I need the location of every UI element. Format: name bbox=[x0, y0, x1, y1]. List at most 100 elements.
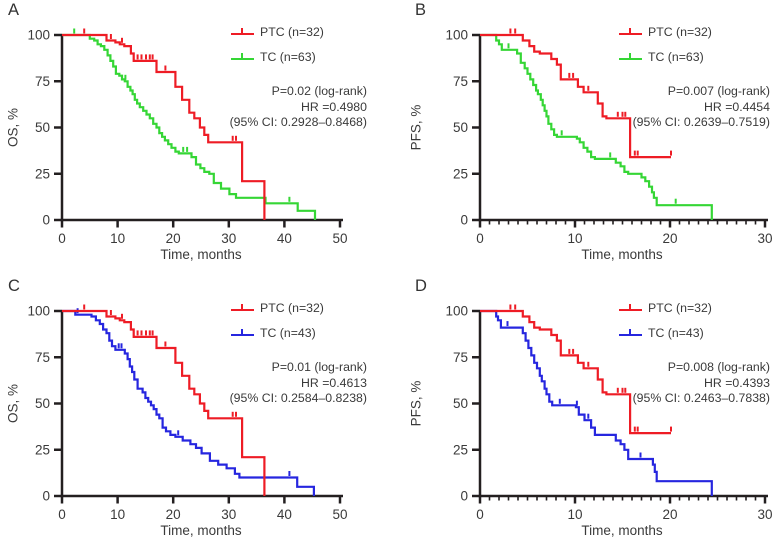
km-panel-a: 0 25 50 75 100 0 10 20 30 40 50 A OS, % PTC (n=32)… bbox=[0, 0, 388, 276]
legend-label-tc: TC (n=43) bbox=[648, 326, 704, 340]
panel-label-c: C bbox=[8, 277, 20, 295]
svg-text:75: 75 bbox=[35, 350, 50, 365]
panel-label-d: D bbox=[415, 277, 427, 295]
p-value: P=0.02 (log-rank) bbox=[271, 84, 367, 98]
svg-text:100: 100 bbox=[27, 304, 50, 319]
confidence-interval: (95% CI: 0.2463–0.7838) bbox=[632, 391, 770, 405]
confidence-interval: (95% CI: 0.2584–0.8238) bbox=[229, 391, 367, 405]
stats-annotation: P=0.01 (log-rank) HR =0.4613 (95% CI: 0.… bbox=[230, 360, 367, 407]
legend-label-ptc: PTC (n=32) bbox=[648, 301, 712, 315]
svg-text:40: 40 bbox=[277, 507, 292, 522]
svg-text:25: 25 bbox=[453, 442, 468, 457]
km-chart-c-os: 0 25 50 75 100 0 10 20 30 40 50 bbox=[27, 304, 347, 523]
svg-text:0: 0 bbox=[42, 213, 50, 228]
svg-text:20: 20 bbox=[166, 507, 181, 522]
hazard-ratio: HR =0.4454 bbox=[704, 99, 770, 114]
svg-text:30: 30 bbox=[757, 507, 772, 522]
legend: PTC (n=32) TC (n=63) bbox=[231, 25, 324, 75]
svg-text:75: 75 bbox=[453, 350, 468, 365]
legend-label-ptc: PTC (n=32) bbox=[648, 25, 712, 39]
legend: PTC (n=32) TC (n=43) bbox=[619, 301, 712, 351]
svg-text:50: 50 bbox=[453, 120, 468, 135]
p-value: P=0.007 (log-rank) bbox=[667, 84, 770, 98]
svg-text:25: 25 bbox=[35, 442, 50, 457]
svg-text:50: 50 bbox=[453, 396, 468, 411]
svg-text:30: 30 bbox=[221, 231, 236, 246]
y-axis-title: OS, % bbox=[5, 108, 21, 148]
censor-line-icon bbox=[231, 52, 254, 62]
censor-line-icon bbox=[231, 303, 254, 313]
svg-text:30: 30 bbox=[221, 507, 236, 522]
legend-label-tc: TC (n=43) bbox=[260, 326, 316, 340]
svg-text:0: 0 bbox=[460, 489, 468, 504]
svg-text:50: 50 bbox=[332, 507, 347, 522]
svg-text:40: 40 bbox=[277, 231, 292, 246]
svg-text:30: 30 bbox=[757, 231, 772, 246]
svg-text:50: 50 bbox=[35, 396, 50, 411]
svg-text:0: 0 bbox=[58, 231, 66, 246]
censor-line-icon bbox=[619, 328, 642, 338]
p-value: P=0.008 (log-rank) bbox=[667, 360, 770, 374]
km-chart-a-os: 0 25 50 75 100 0 10 20 30 40 50 bbox=[27, 28, 347, 247]
svg-text:100: 100 bbox=[445, 28, 468, 43]
hazard-ratio: HR =0.4980 bbox=[301, 99, 367, 114]
svg-text:75: 75 bbox=[453, 74, 468, 89]
censor-line-icon bbox=[619, 52, 642, 62]
stats-annotation: P=0.02 (log-rank) HR =0.4980 (95% CI: 0.… bbox=[230, 84, 367, 131]
svg-text:0: 0 bbox=[58, 507, 66, 522]
panel-label-a: A bbox=[8, 1, 20, 19]
censor-line-icon bbox=[231, 27, 254, 37]
svg-text:0: 0 bbox=[476, 507, 484, 522]
legend-label-ptc: PTC (n=32) bbox=[260, 25, 324, 39]
svg-text:100: 100 bbox=[445, 304, 468, 319]
confidence-interval: (95% CI: 0.2928–0.8468) bbox=[229, 115, 367, 129]
svg-text:0: 0 bbox=[476, 231, 484, 246]
y-axis-title: PFS, % bbox=[408, 104, 424, 151]
legend-item-tc: TC (n=43) bbox=[619, 326, 712, 340]
km-panel-c: 0 25 50 75 100 0 10 20 30 40 50 C OS, % PTC (n=32)… bbox=[0, 276, 388, 552]
svg-text:10: 10 bbox=[567, 231, 582, 246]
y-axis-title: OS, % bbox=[5, 384, 21, 424]
km-panel-d: 0 25 50 75 100 0 10 20 30 D PFS, % PTC (n=32) TC… bbox=[388, 276, 775, 552]
svg-text:50: 50 bbox=[35, 120, 50, 135]
x-axis-title: Time, months bbox=[581, 247, 663, 262]
svg-text:25: 25 bbox=[35, 166, 50, 181]
legend: PTC (n=32) TC (n=43) bbox=[231, 301, 324, 351]
svg-text:0: 0 bbox=[42, 489, 50, 504]
x-axis-title: Time, months bbox=[160, 247, 242, 262]
legend: PTC (n=32) TC (n=63) bbox=[619, 25, 712, 75]
p-value: P=0.01 (log-rank) bbox=[271, 360, 367, 374]
svg-text:20: 20 bbox=[662, 231, 677, 246]
svg-text:10: 10 bbox=[110, 231, 125, 246]
svg-text:20: 20 bbox=[166, 231, 181, 246]
x-axis-title: Time, months bbox=[581, 523, 663, 538]
legend-item-ptc: PTC (n=32) bbox=[619, 25, 712, 39]
censor-line-icon bbox=[619, 303, 642, 313]
km-panel-b: 0 25 50 75 100 0 10 20 30 B PFS, % PTC (n=32) TC… bbox=[388, 0, 775, 276]
censor-line-icon bbox=[619, 27, 642, 37]
legend-item-ptc: PTC (n=32) bbox=[231, 301, 324, 315]
censor-line-icon bbox=[231, 328, 254, 338]
stats-annotation: P=0.007 (log-rank) HR =0.4454 (95% CI: 0… bbox=[633, 84, 770, 131]
legend-item-tc: TC (n=43) bbox=[231, 326, 324, 340]
hazard-ratio: HR =0.4393 bbox=[704, 375, 770, 390]
svg-text:75: 75 bbox=[35, 74, 50, 89]
km-chart-b-pfs: 0 25 50 75 100 0 10 20 30 bbox=[445, 28, 772, 247]
panel-label-b: B bbox=[415, 1, 427, 19]
confidence-interval: (95% CI: 0.2639–0.7519) bbox=[632, 115, 770, 129]
svg-text:50: 50 bbox=[332, 231, 347, 246]
x-axis-title: Time, months bbox=[160, 523, 242, 538]
hazard-ratio: HR =0.4613 bbox=[301, 375, 367, 390]
legend-label-tc: TC (n=63) bbox=[260, 50, 316, 64]
legend-item-tc: TC (n=63) bbox=[231, 50, 324, 64]
y-axis-title: PFS, % bbox=[408, 380, 424, 427]
legend-item-ptc: PTC (n=32) bbox=[619, 301, 712, 315]
svg-text:10: 10 bbox=[110, 507, 125, 522]
legend-item-tc: TC (n=63) bbox=[619, 50, 712, 64]
legend-item-ptc: PTC (n=32) bbox=[231, 25, 324, 39]
svg-text:20: 20 bbox=[662, 507, 677, 522]
km-chart-d-pfs: 0 25 50 75 100 0 10 20 30 bbox=[445, 304, 772, 523]
svg-text:10: 10 bbox=[567, 507, 582, 522]
legend-label-tc: TC (n=63) bbox=[648, 50, 704, 64]
